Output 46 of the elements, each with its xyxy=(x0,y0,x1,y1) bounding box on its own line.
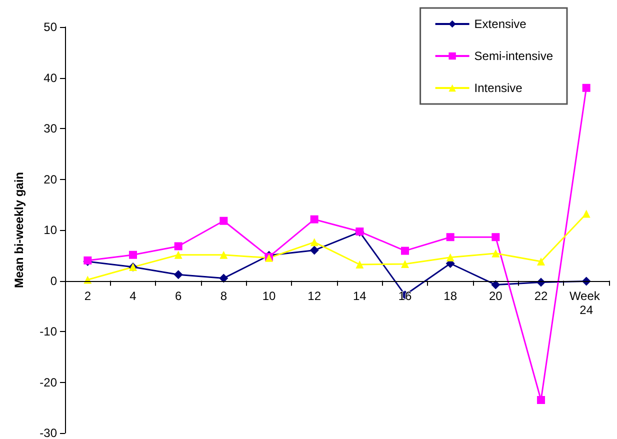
y-tick-label: 10 xyxy=(44,223,58,237)
point xyxy=(310,238,318,246)
point xyxy=(492,249,500,258)
point xyxy=(582,210,590,218)
x-tick-label: 18 xyxy=(444,288,458,303)
y-tick-label: 30 xyxy=(44,122,58,136)
x-tick-label: Week 24 xyxy=(569,288,604,317)
y-axis-title: Mean bi-weekly gain xyxy=(12,172,26,288)
point xyxy=(491,280,500,290)
x-tick-label: 2 xyxy=(84,288,92,303)
x-tick-label: 20 xyxy=(488,288,503,303)
y-tick-label: 20 xyxy=(44,172,58,186)
point xyxy=(446,233,454,242)
point xyxy=(446,253,454,262)
x-tick-label: 22 xyxy=(534,288,548,303)
y-tick-label: 40 xyxy=(44,70,58,85)
point xyxy=(356,260,364,269)
point xyxy=(310,215,318,224)
y-tick-label: 50 xyxy=(44,20,58,34)
point xyxy=(401,246,409,255)
x-tick-label: 14 xyxy=(352,288,367,303)
point xyxy=(220,216,228,225)
point xyxy=(174,270,183,280)
legend-label: Extensive xyxy=(474,17,527,31)
point xyxy=(492,233,500,242)
point xyxy=(174,250,182,259)
point xyxy=(582,84,590,92)
y-tick-label: -30 xyxy=(40,426,58,439)
point xyxy=(537,257,545,266)
point xyxy=(537,396,545,404)
point xyxy=(219,274,228,283)
point xyxy=(401,260,409,268)
point xyxy=(310,246,319,255)
x-tick-label: 4 xyxy=(130,288,137,303)
y-tick-label: 0 xyxy=(50,274,58,288)
point xyxy=(129,250,137,259)
x-tick-label: 10 xyxy=(262,288,276,303)
y-tick-label: -10 xyxy=(40,324,58,338)
x-tick-label: 8 xyxy=(220,288,228,303)
x-tick-label: 6 xyxy=(174,288,182,303)
legend-label: Semi-intensive xyxy=(474,49,554,63)
legend-label: Intensive xyxy=(474,81,523,95)
point xyxy=(220,250,228,259)
point xyxy=(174,242,182,250)
x-tick-label: 12 xyxy=(308,288,322,303)
y-tick-label: -20 xyxy=(40,375,58,390)
